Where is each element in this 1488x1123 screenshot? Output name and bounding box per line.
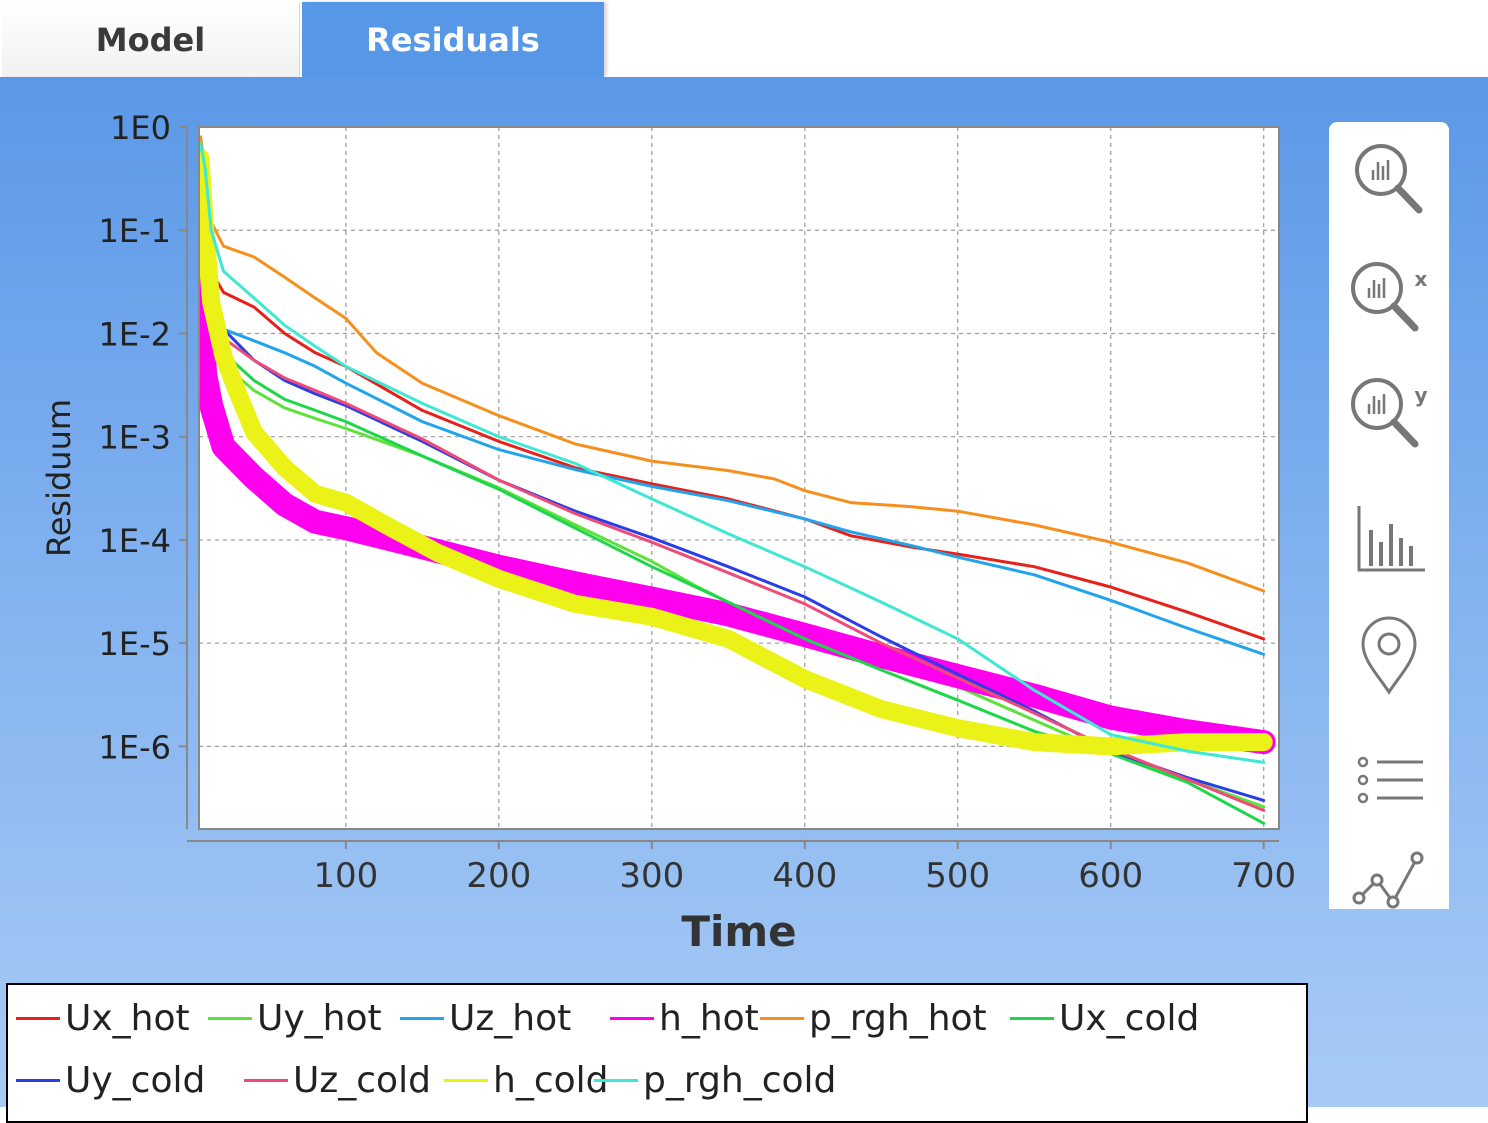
legend-swatch [1010,1016,1054,1020]
zoom-x-icon: x [1351,262,1428,332]
legend-item-Uy-hot[interactable]: Uy_hot [208,995,382,1041]
legend-list-icon [1357,756,1423,804]
legend-item-Uz-hot[interactable]: Uz_hot [400,995,571,1041]
x-tick-label: 700 [1231,856,1296,896]
series-line-p-rgh-hot [199,135,1266,593]
legend-label: Uz_hot [449,997,572,1039]
line-chart-icon [1352,851,1424,909]
legend-label: p_rgh_cold [643,1059,837,1101]
legend-button[interactable] [1347,738,1431,822]
chart-legend: Ux_hot Uy_hot Uz_hot h_hot p_rgh_hot Ux_cold U… [6,983,1308,1123]
zoom-button[interactable] [1347,138,1431,222]
legend-item-p-rgh-hot[interactable]: p_rgh_hot [760,995,987,1041]
y-tick-label: 1E-1 [99,212,171,250]
series-line-h-cold [199,149,1273,756]
legend-swatch [400,1016,444,1020]
legend-swatch [16,1016,60,1020]
x-tick-label: 500 [925,856,990,896]
legend-swatch [594,1078,638,1082]
bar-chart-icon [1357,506,1425,572]
zoom-x-button[interactable]: x [1347,256,1431,340]
series-line-p-rgh-cold [199,141,1266,764]
tab-bar: Model Residuals [0,0,1488,77]
x-tick-label: 100 [313,856,378,896]
legend-item-h-hot[interactable]: h_hot [610,995,759,1041]
y-axis-title: Residuum [40,399,78,557]
legend-label: Uz_cold [293,1059,431,1101]
legend-swatch [444,1078,488,1082]
zoom-icon [1355,144,1423,214]
tab-residuals[interactable]: Residuals [302,2,604,77]
legend-item-Ux-hot[interactable]: Ux_hot [16,995,190,1041]
series-line-Ux-hot [199,135,1266,641]
legend-label: Uy_hot [257,997,382,1039]
legend-item-Uz-cold[interactable]: Uz_cold [244,1057,431,1103]
series-line-h-hot [199,272,1276,755]
line-chart-button[interactable] [1347,844,1431,928]
y-tick-label: 1E-5 [99,625,171,663]
legend-item-h-cold[interactable]: h_cold [444,1057,609,1103]
zoom-y-label: y [1414,383,1427,407]
x-tick-label: 600 [1078,856,1143,896]
x-tick-label: 400 [772,856,837,896]
legend-item-Ux-cold[interactable]: Ux_cold [1010,995,1199,1041]
plot-border [198,126,1280,830]
tab-model[interactable]: Model [2,2,300,77]
legend-label: Uy_cold [65,1059,206,1101]
zoom-x-label: x [1415,267,1428,291]
series-line-Uz-hot [199,148,1266,656]
x-axis-title: Time [681,907,796,956]
y-tick-label: 1E-4 [99,522,171,560]
legend-label: h_hot [659,997,759,1039]
legend-label: Ux_cold [1059,997,1200,1039]
legend-swatch [244,1078,288,1082]
zoom-y-icon: y [1351,378,1428,448]
y-tick-label: 1E-2 [99,315,171,353]
x-tick-label: 300 [619,856,684,896]
legend-label: p_rgh_hot [809,997,987,1039]
legend-swatch [760,1016,804,1020]
marker-button[interactable] [1347,612,1431,696]
y-tick-label: 1E-3 [99,419,171,457]
legend-swatch [208,1016,252,1020]
legend-label: Ux_hot [65,997,190,1039]
chart-toolbar: x y [1329,122,1449,909]
location-pin-icon [1361,616,1417,695]
legend-item-p-rgh-cold[interactable]: p_rgh_cold [594,1057,836,1103]
bar-chart-button[interactable] [1347,498,1431,582]
legend-item-Uy-cold[interactable]: Uy_cold [16,1057,205,1103]
y-tick-label: 1E0 [110,109,171,147]
zoom-y-button[interactable]: y [1347,372,1431,456]
legend-swatch [16,1078,60,1082]
legend-label: h_cold [493,1059,609,1101]
x-tick-label: 200 [466,856,531,896]
y-tick-label: 1E-6 [99,728,171,766]
legend-swatch [610,1016,654,1020]
